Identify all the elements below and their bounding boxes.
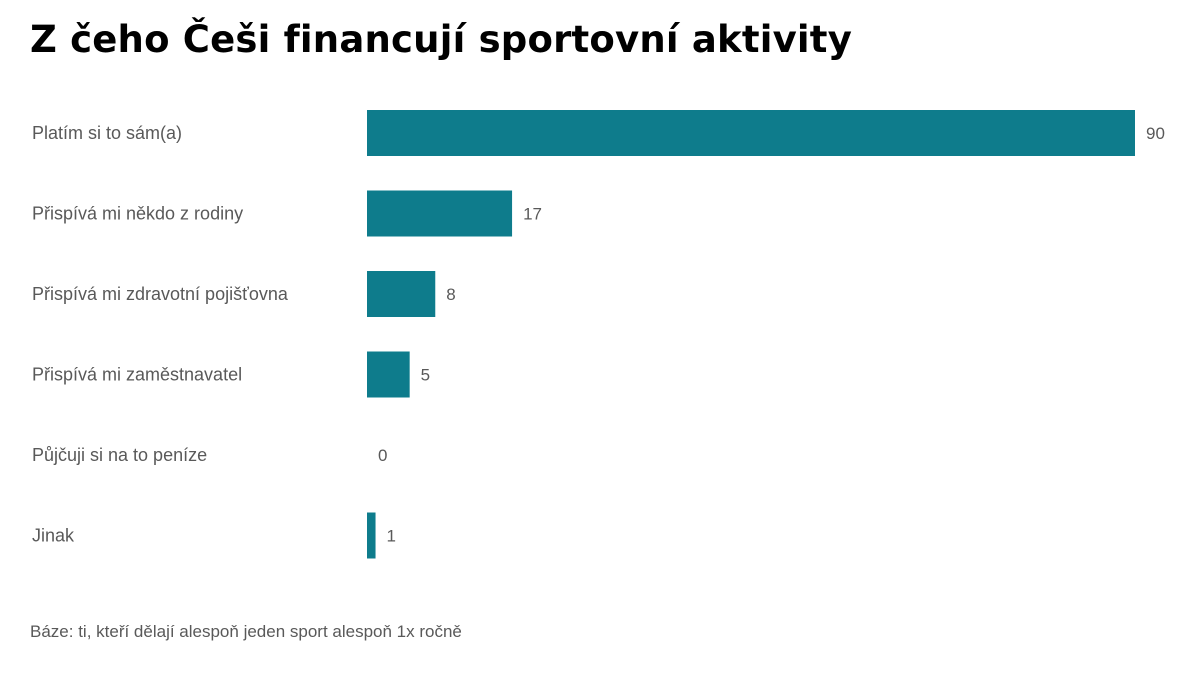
value-label: 8 [446, 285, 455, 304]
category-label: Přispívá mi někdo z rodiny [32, 204, 243, 224]
bar [367, 351, 410, 398]
category-label: Přispívá mi zaměstnavatel [32, 365, 242, 385]
base-note: Báze: ti, kteří dělají alespoň jeden spo… [30, 622, 462, 641]
value-label: 1 [387, 527, 396, 546]
category-label: Přispívá mi zdravotní pojišťovna [32, 284, 289, 304]
value-label: 17 [523, 205, 542, 224]
bar-chart: Platím si to sám(a) 90 Přispívá mi někdo z… [32, 110, 1165, 559]
category-label: Jinak [32, 526, 75, 546]
category-label: Půjčuji si na to peníze [32, 445, 207, 465]
category-label: Platím si to sám(a) [32, 123, 182, 143]
bar [367, 190, 513, 237]
value-label: 5 [421, 366, 430, 385]
chart-title: Z čeho Češi financují sportovní aktivity [30, 18, 853, 61]
value-label: 0 [378, 446, 387, 465]
bar [367, 110, 1135, 156]
bar [367, 271, 436, 317]
value-label: 90 [1146, 124, 1165, 143]
bar [367, 512, 376, 559]
